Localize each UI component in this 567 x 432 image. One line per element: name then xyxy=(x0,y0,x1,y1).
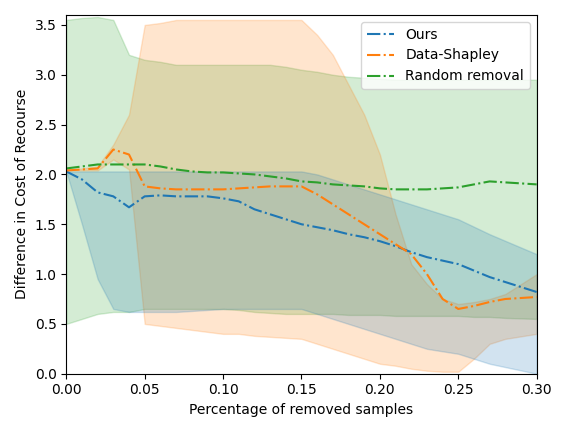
Ours xyxy=(486,274,493,280)
Data-Shapley xyxy=(219,187,226,192)
Random removal xyxy=(329,182,336,187)
Ours xyxy=(376,238,383,244)
Data-Shapley xyxy=(329,202,336,207)
Ours xyxy=(424,254,430,260)
Random removal xyxy=(439,186,446,191)
Random removal xyxy=(110,162,117,167)
Ours xyxy=(235,199,242,204)
Random removal xyxy=(471,182,477,187)
Random removal xyxy=(392,187,399,192)
Ours xyxy=(455,261,462,267)
Line: Data-Shapley: Data-Shapley xyxy=(66,149,537,309)
Random removal xyxy=(424,187,430,192)
Random removal xyxy=(502,180,509,185)
Data-Shapley xyxy=(408,251,414,257)
Data-Shapley xyxy=(204,187,211,192)
Random removal xyxy=(63,166,70,171)
Ours xyxy=(110,194,117,199)
Data-Shapley xyxy=(345,212,352,217)
Ours xyxy=(188,194,195,199)
Ours xyxy=(361,235,367,240)
Data-Shapley xyxy=(455,306,462,311)
Random removal xyxy=(157,164,164,169)
Data-Shapley xyxy=(141,184,148,189)
Data-Shapley xyxy=(282,184,289,189)
Ours xyxy=(126,205,133,210)
Random removal xyxy=(376,186,383,191)
Random removal xyxy=(188,169,195,174)
Ours xyxy=(219,196,226,201)
Ours xyxy=(408,250,414,255)
Data-Shapley xyxy=(376,232,383,237)
Data-Shapley xyxy=(235,186,242,191)
Random removal xyxy=(235,171,242,176)
Random removal xyxy=(251,172,258,177)
Y-axis label: Difference in Cost of Recourse: Difference in Cost of Recourse xyxy=(15,89,29,299)
Data-Shapley xyxy=(298,184,305,189)
Data-Shapley xyxy=(251,185,258,190)
Random removal xyxy=(298,179,305,184)
Ours xyxy=(172,194,179,199)
Random removal xyxy=(408,187,414,192)
Random removal xyxy=(282,176,289,181)
Ours xyxy=(282,217,289,222)
Data-Shapley xyxy=(188,187,195,192)
Data-Shapley xyxy=(79,167,86,172)
Ours xyxy=(329,228,336,233)
Ours xyxy=(392,244,399,249)
Ours xyxy=(94,190,101,195)
Data-Shapley xyxy=(486,299,493,305)
Ours xyxy=(314,225,320,230)
Ours xyxy=(345,232,352,237)
Random removal xyxy=(345,183,352,188)
Line: Ours: Ours xyxy=(66,172,537,292)
Ours xyxy=(141,194,148,199)
Data-Shapley xyxy=(502,296,509,302)
Data-Shapley xyxy=(534,294,540,299)
Random removal xyxy=(361,184,367,189)
Random removal xyxy=(219,170,226,175)
Ours xyxy=(204,194,211,199)
Ours xyxy=(63,169,70,174)
Data-Shapley xyxy=(94,166,101,171)
Data-Shapley xyxy=(157,186,164,191)
Random removal xyxy=(204,170,211,175)
Ours xyxy=(251,207,258,212)
Data-Shapley xyxy=(63,168,70,173)
Line: Random removal: Random removal xyxy=(66,165,537,189)
Data-Shapley xyxy=(314,192,320,197)
Ours xyxy=(534,289,540,295)
Ours xyxy=(157,193,164,198)
Random removal xyxy=(94,162,101,167)
Legend: Ours, Data-Shapley, Random removal: Ours, Data-Shapley, Random removal xyxy=(361,22,530,89)
Random removal xyxy=(79,164,86,169)
Random removal xyxy=(172,167,179,172)
Random removal xyxy=(486,179,493,184)
Ours xyxy=(298,222,305,227)
Random removal xyxy=(534,182,540,187)
Random removal xyxy=(266,174,273,179)
Data-Shapley xyxy=(392,241,399,247)
Data-Shapley xyxy=(424,271,430,276)
Data-Shapley xyxy=(126,152,133,157)
Data-Shapley xyxy=(361,222,367,227)
Data-Shapley xyxy=(266,184,273,189)
Data-Shapley xyxy=(172,187,179,192)
Data-Shapley xyxy=(110,147,117,152)
Random removal xyxy=(126,162,133,167)
Ours xyxy=(79,177,86,182)
Data-Shapley xyxy=(471,303,477,308)
Random removal xyxy=(141,162,148,167)
Random removal xyxy=(455,185,462,190)
Ours xyxy=(266,212,273,217)
Random removal xyxy=(314,180,320,185)
Data-Shapley xyxy=(439,296,446,302)
X-axis label: Percentage of removed samples: Percentage of removed samples xyxy=(189,403,413,417)
